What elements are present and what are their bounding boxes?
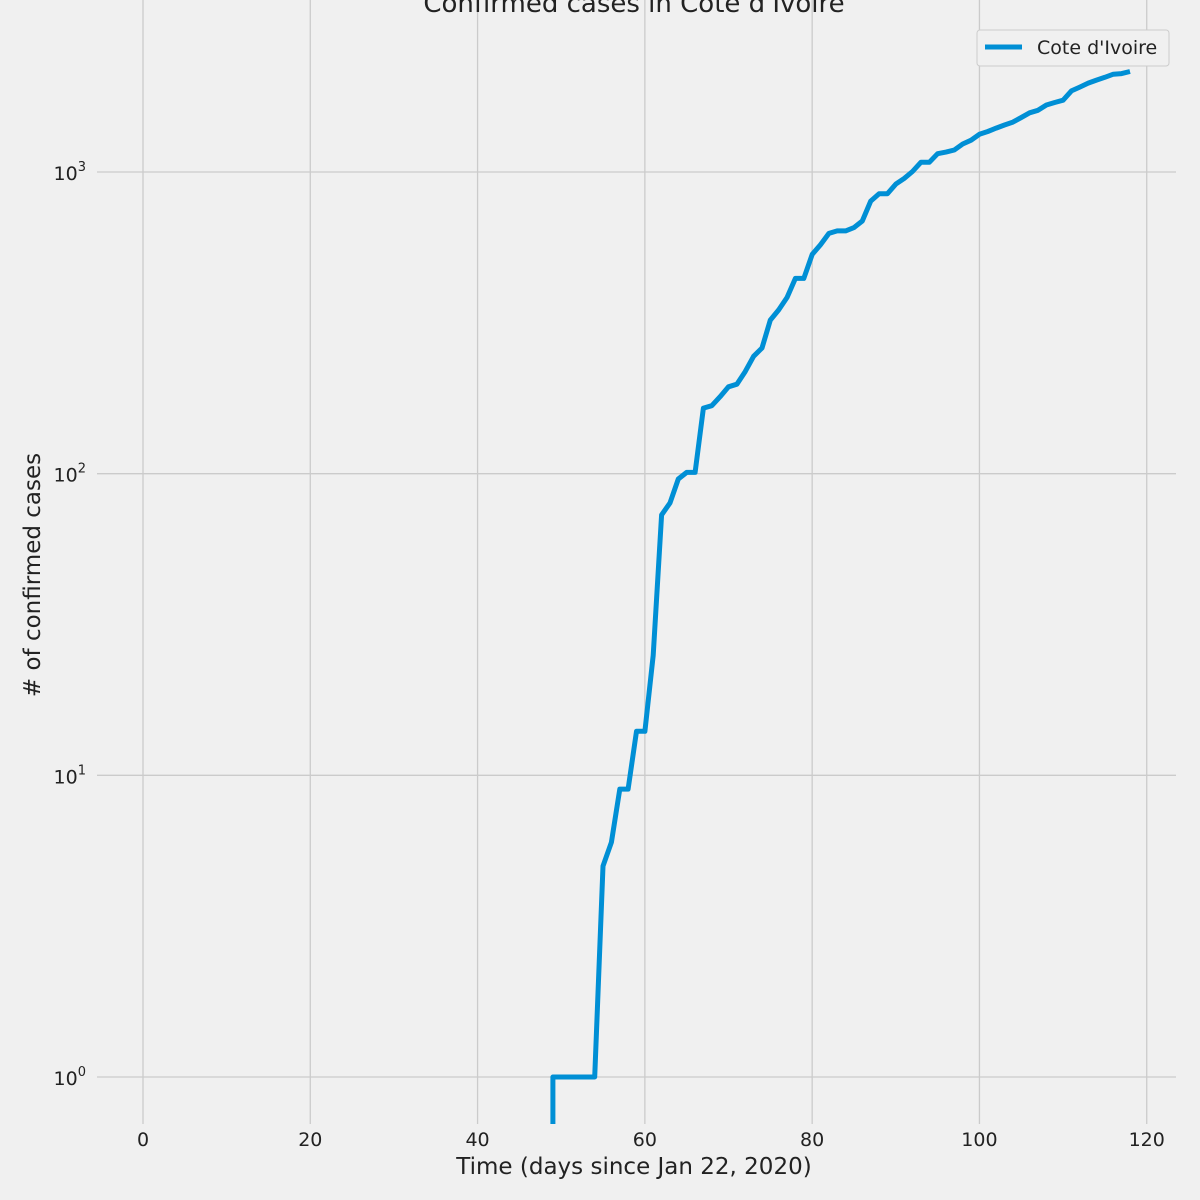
legend: Cote d'Ivoire	[976, 29, 1170, 67]
x-tick-label: 100	[961, 1129, 997, 1151]
series-line-cote-divoire	[550, 69, 1131, 1124]
grid	[97, 0, 1176, 1124]
x-tick-label: 20	[298, 1129, 322, 1151]
y-tick-label: 102	[54, 462, 86, 487]
y-tick-label: 101	[54, 763, 86, 788]
series-lines	[550, 69, 1131, 1124]
x-tick-label: 60	[633, 1129, 657, 1151]
x-axis-label: Time (days since Jan 22, 2020)	[455, 1154, 811, 1180]
legend-label: Cote d'Ivoire	[1037, 37, 1157, 59]
y-axis-label: # of confirmed cases	[20, 453, 46, 697]
y-tick-label: 100	[54, 1065, 86, 1090]
legend-box	[976, 29, 1170, 67]
y-tick-labels: 100 101 102 103	[54, 160, 86, 1090]
x-tick-label: 40	[465, 1129, 489, 1151]
y-tick-label: 103	[54, 160, 86, 185]
x-tick-label: 120	[1129, 1129, 1165, 1151]
x-tick-label: 80	[800, 1129, 824, 1151]
x-tick-label: 0	[137, 1129, 149, 1151]
chart-title: Confirmed cases in Cote d'Ivoire	[423, 0, 844, 19]
x-tick-labels: 0 20 40 60 80 100 120	[137, 1129, 1165, 1151]
